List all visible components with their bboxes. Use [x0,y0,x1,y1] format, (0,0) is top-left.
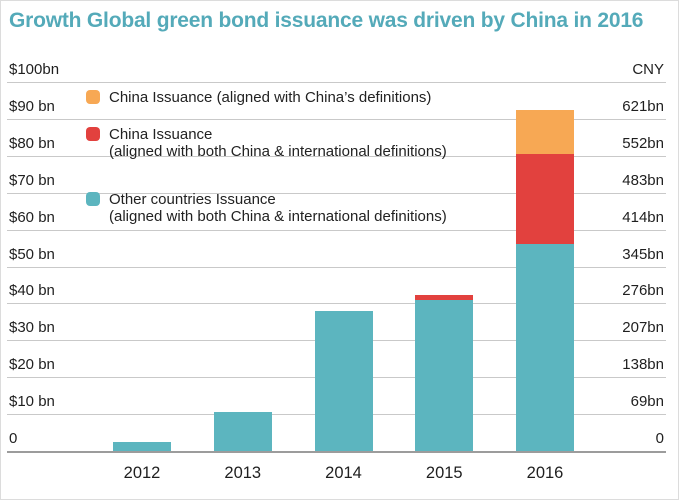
x-axis-label-2012: 2012 [123,464,161,482]
x-axis-label-2014: 2014 [325,464,362,482]
bar-2016-china-aligned [516,110,574,154]
x-axis-baseline [7,451,666,453]
legend-label-line: China Issuance (aligned with China’s def… [109,89,432,106]
y-axis-right-tick: 276bn [622,282,664,300]
y-axis-left-tick: $30 bn [9,319,55,337]
y-axis-left-tick: $80 bn [9,134,55,152]
y-axis-left-tick: $10 bn [9,393,55,411]
legend-swatch-china-aligned [86,90,100,104]
bar-2015-china-both [415,295,474,300]
y-axis-left-tick: 0 [9,430,18,447]
x-axis-label-2013: 2013 [224,464,262,482]
y-axis-right-tick: 138bn [622,356,664,374]
bar-2016-china-both [516,153,574,245]
bar-2012-other-countries [113,441,171,451]
legend-swatch-other-countries [86,192,100,206]
gridline [7,192,666,194]
y-axis-left-tick: $20 bn [9,356,55,374]
plot-area: $100bn CNY $90 bn 621bn $80 bn 552bn $70 bn 483… [7,61,666,482]
y-axis-left-tick: $90 bn [9,97,55,115]
y-axis-right-tick: 207bn [622,319,664,337]
legend-label-other-countries: Other countries Issuance (aligned with b… [109,191,447,225]
legend-label-line: (aligned with both China & international… [109,143,447,160]
legend-label-china-both: China Issuance (aligned with both China … [109,126,447,160]
legend-swatch-china-both [86,127,100,141]
y-axis-right-tick: 414bn [622,208,664,226]
y-axis-right-tick: 345bn [622,245,664,263]
y-axis-right-tick: 621bn [622,97,664,115]
y-axis-left-tick: $50 bn [9,245,55,263]
gridline [7,303,666,305]
bar-2016-other-countries [516,244,574,451]
x-axis-label-2015: 2015 [425,464,463,482]
y-axis-left-tick: $40 bn [9,282,55,300]
gridline [7,266,666,268]
gridline [7,118,666,120]
bar-2013-other-countries [213,412,272,451]
gridline [7,229,666,231]
y-axis-left-tick: $70 bn [9,171,55,189]
legend-item-china-aligned: China Issuance (aligned with China’s def… [86,89,431,106]
gridline [7,155,666,157]
y-axis-left-tick: $100bn [9,61,60,78]
legend-item-china-both: China Issuance (aligned with both China … [86,126,447,160]
x-axis-label-2016: 2016 [526,464,564,482]
legend-label-line: (aligned with both China & international… [109,208,447,225]
y-axis-right-tick: 483bn [622,171,664,189]
y-axis-right-tick: 552bn [622,134,664,152]
legend-item-other-countries: Other countries Issuance (aligned with b… [86,191,447,225]
bar-2015-other-countries [415,299,474,451]
legend-label-line: Other countries Issuance [109,191,276,208]
legend-label-line: China Issuance [109,126,213,143]
y-axis-left-tick: $60 bn [9,208,55,226]
y-axis-right-tick: CNY [632,61,664,78]
y-axis-right-tick: 69bn [630,393,664,411]
gridline [7,82,666,83]
bar-2014-other-countries [314,310,373,451]
legend-label-china-aligned: China Issuance (aligned with China’s def… [109,89,431,106]
y-axis-right-tick: 0 [655,430,664,447]
chart-title: Growth Global green bond issuance was dr… [9,9,644,32]
